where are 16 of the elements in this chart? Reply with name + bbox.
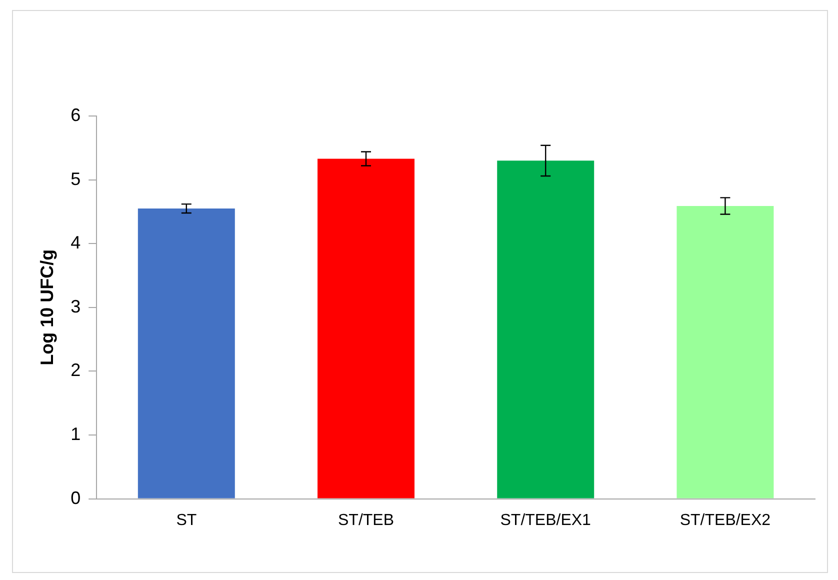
y-axis-title: Log 10 UFC/g (36, 249, 57, 366)
y-tick-label: 4 (70, 232, 81, 253)
y-tick-label: 1 (70, 424, 81, 444)
bar (497, 160, 594, 498)
x-tick-label: ST/TEB/EX1 (500, 512, 592, 529)
bar (318, 158, 414, 498)
x-tick-label: ST/TEB/EX2 (680, 512, 771, 529)
y-tick-label: 3 (70, 296, 81, 316)
y-tick-label: 6 (70, 104, 81, 125)
y-tick-label: 5 (70, 168, 81, 189)
y-tick-label: 2 (70, 360, 81, 380)
bar (676, 206, 774, 498)
x-tick-label: ST/TEB (338, 512, 394, 529)
y-tick-label: 0 (70, 488, 81, 508)
bar (138, 208, 235, 498)
x-tick-label: ST (176, 512, 197, 529)
